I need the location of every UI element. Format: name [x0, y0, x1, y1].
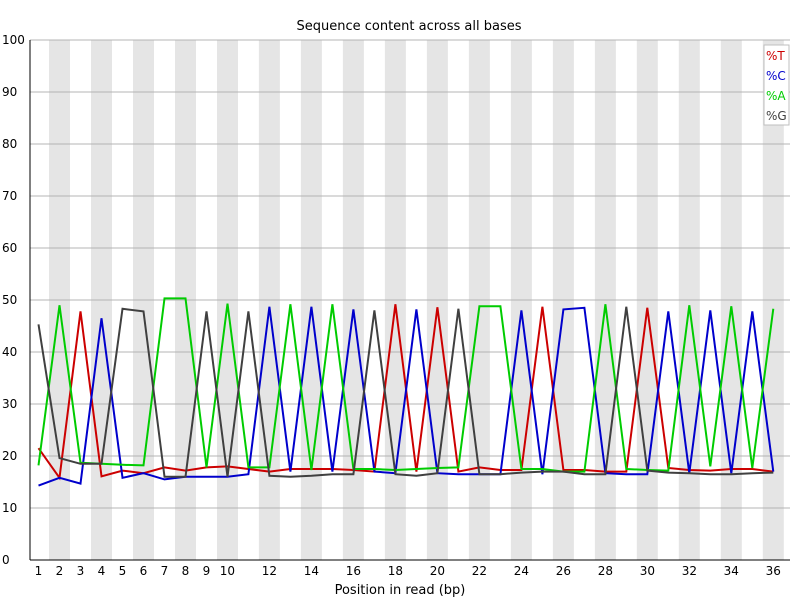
- x-tick-label: 22: [472, 564, 487, 578]
- x-tick-label: 32: [682, 564, 697, 578]
- x-tick-label: 16: [346, 564, 361, 578]
- y-tick-label: 100: [2, 33, 25, 47]
- y-tick-label: 40: [2, 345, 17, 359]
- legend-entry: %C: [766, 69, 786, 83]
- y-tick-label: 10: [2, 501, 17, 515]
- x-tick-label: 5: [119, 564, 127, 578]
- series-layer: [37, 297, 775, 487]
- y-tick-label: 70: [2, 189, 17, 203]
- axes: [29, 40, 790, 561]
- y-tick-label: 60: [2, 241, 17, 255]
- x-tick-label: 36: [766, 564, 781, 578]
- series-line-pct-g: [37, 306, 774, 478]
- y-tick-label: 50: [2, 293, 17, 307]
- y-tick-label: 90: [2, 85, 17, 99]
- x-tick-label: 4: [98, 564, 106, 578]
- x-tick-label: 7: [161, 564, 169, 578]
- legend-box: [763, 44, 790, 126]
- x-tick-label: 30: [640, 564, 655, 578]
- x-tick-label: 2: [56, 564, 64, 578]
- x-tick-label: 14: [304, 564, 319, 578]
- y-tick-label: 0: [2, 553, 10, 567]
- x-tick-label: 8: [182, 564, 190, 578]
- x-tick-label: 10: [220, 564, 235, 578]
- x-tick-label: 26: [556, 564, 571, 578]
- x-tick-labels: 1 2 3 4 5 6 7 8 9 10 12 14 16 18 20 22 24 26 28 30 32 34 36: [35, 564, 781, 578]
- x-tick-label: 9: [203, 564, 211, 578]
- x-tick-label: 12: [262, 564, 277, 578]
- series-line-pct-c: [38, 306, 775, 487]
- x-tick-label: 20: [430, 564, 445, 578]
- y-tick-label: 80: [2, 137, 17, 151]
- x-tick-label: 3: [77, 564, 85, 578]
- x-axis-label: Position in read (bp): [335, 583, 466, 598]
- x-tick-label: 34: [724, 564, 739, 578]
- legend: %T %C %A %G: [763, 44, 790, 126]
- x-tick-label: 1: [35, 564, 43, 578]
- y-tick-label: 20: [2, 449, 17, 463]
- x-tick-label: 24: [514, 564, 529, 578]
- y-tick-labels: 0 10 20 30 40 50 60 70 80 90 100: [2, 33, 25, 567]
- legend-entry: %G: [766, 109, 787, 123]
- x-tick-label: 6: [140, 564, 148, 578]
- x-tick-label: 28: [598, 564, 613, 578]
- y-tick-label: 30: [2, 397, 17, 411]
- legend-entry: %T: [766, 49, 785, 63]
- x-tick-label: 18: [388, 564, 403, 578]
- chart-title: Sequence content across all bases: [296, 19, 521, 34]
- legend-entry: %A: [766, 89, 786, 103]
